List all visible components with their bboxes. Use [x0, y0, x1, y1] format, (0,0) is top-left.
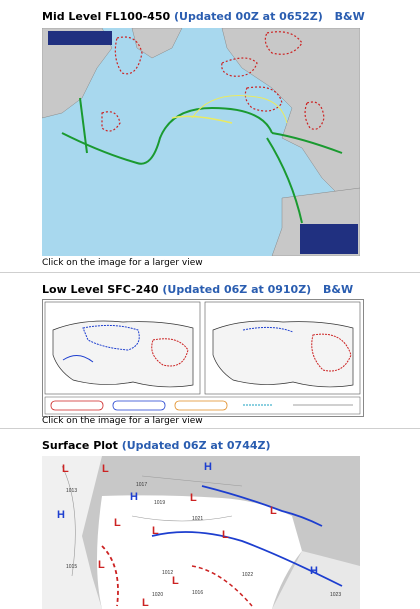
svg-text:L: L	[172, 575, 179, 587]
surface-chart-image[interactable]: L L H H H L L L L L L H L L 1013 1015 10…	[42, 456, 360, 609]
surface-section: Surface Plot (Updated 06Z at 0744Z) L L …	[0, 430, 420, 609]
low-level-heading: Low Level SFC-240 (Updated 06Z at 0910Z)…	[42, 283, 353, 296]
svg-text:H: H	[204, 461, 212, 473]
surface-chart-svg: L L H H H L L L L L L H L L 1013 1015 10…	[42, 456, 360, 609]
section-divider	[0, 428, 420, 429]
surface-title: Surface Plot	[42, 439, 118, 452]
isobar-label: 1020	[152, 592, 163, 598]
isobar-label: 1015	[66, 564, 77, 570]
low-level-updated: (Updated 06Z at 0910Z)	[162, 283, 312, 296]
isobar-label: 1017	[136, 482, 147, 488]
isobar-label: 1013	[66, 488, 77, 494]
low-level-chart-svg	[44, 301, 361, 415]
isobar-label: 1021	[192, 516, 203, 522]
mid-level-title: Mid Level FL100-450	[42, 10, 171, 23]
svg-text:H: H	[57, 509, 65, 521]
isobar-label: 1012	[162, 570, 173, 576]
isobar-label: 1019	[154, 500, 165, 506]
low-level-caption: Click on the image for a larger view	[42, 416, 203, 426]
low-level-title: Low Level SFC-240	[42, 283, 159, 296]
svg-text:H: H	[310, 565, 318, 577]
low-level-chart-image[interactable]	[42, 299, 364, 417]
isobar-label: 1016	[192, 590, 203, 596]
mid-level-bw-link[interactable]: B&W	[334, 10, 365, 23]
svg-text:L: L	[114, 517, 121, 529]
surface-heading: Surface Plot (Updated 06Z at 0744Z)	[42, 439, 271, 452]
mid-level-updated: (Updated 00Z at 0652Z)	[173, 10, 323, 23]
svg-text:L: L	[142, 597, 149, 609]
svg-text:H: H	[130, 491, 138, 503]
mid-level-section: Mid Level FL100-450 (Updated 00Z at 0652…	[0, 0, 420, 272]
svg-text:L: L	[98, 559, 105, 571]
mid-level-caption: Click on the image for a larger view	[42, 258, 203, 268]
mid-level-chart-image[interactable]	[42, 28, 360, 256]
svg-text:L: L	[190, 492, 197, 504]
svg-text:L: L	[152, 525, 159, 537]
svg-text:L: L	[270, 505, 277, 517]
section-divider	[0, 272, 420, 273]
mid-level-chart-svg	[42, 28, 360, 256]
isobar-label: 1022	[242, 572, 253, 578]
low-level-bw-link[interactable]: B&W	[323, 283, 354, 296]
isobar-label: 1023	[330, 592, 341, 598]
surface-updated: (Updated 06Z at 0744Z)	[121, 439, 271, 452]
svg-text:L: L	[62, 463, 69, 475]
svg-text:L: L	[222, 529, 229, 541]
svg-text:L: L	[102, 463, 109, 475]
mid-level-heading: Mid Level FL100-450 (Updated 00Z at 0652…	[42, 10, 365, 23]
low-level-section: Low Level SFC-240 (Updated 06Z at 0910Z)…	[0, 274, 420, 426]
